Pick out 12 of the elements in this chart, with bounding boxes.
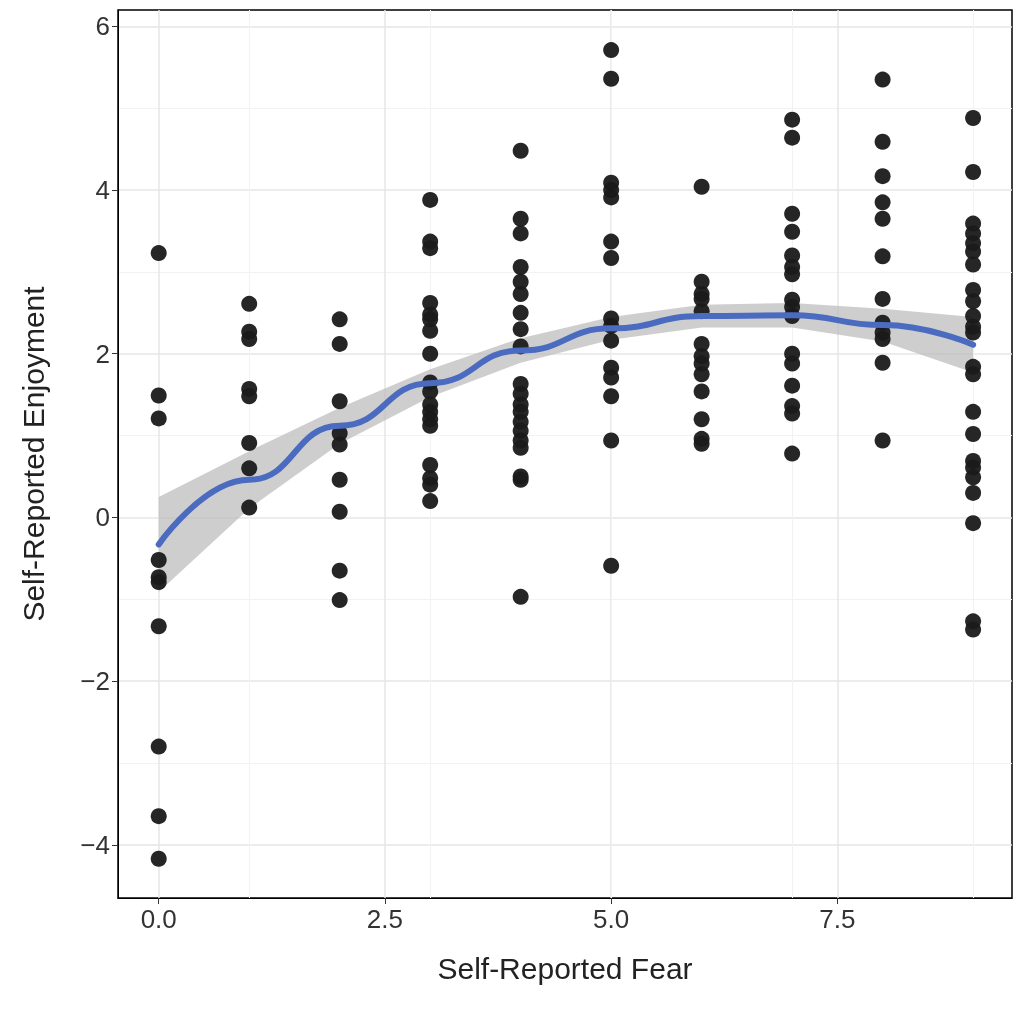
- y-tick-label: −2: [80, 666, 110, 697]
- x-tick-label: 2.5: [366, 904, 404, 934]
- y-tick-label: 6: [95, 11, 110, 42]
- x-tick-label: 5.0: [593, 904, 630, 934]
- y-tick-label: 2: [95, 338, 110, 369]
- x-axis-title: Self-Reported Fear: [437, 951, 693, 985]
- x-tick-label: 7.5: [819, 904, 856, 934]
- y-tick-label: 0: [95, 502, 110, 533]
- x-tick-label: 0.0: [140, 904, 177, 934]
- y-tick-label: −4: [80, 829, 110, 860]
- y-axis-title: Self-Reported Enjoyment: [16, 285, 50, 622]
- y-tick-label: 4: [95, 175, 110, 206]
